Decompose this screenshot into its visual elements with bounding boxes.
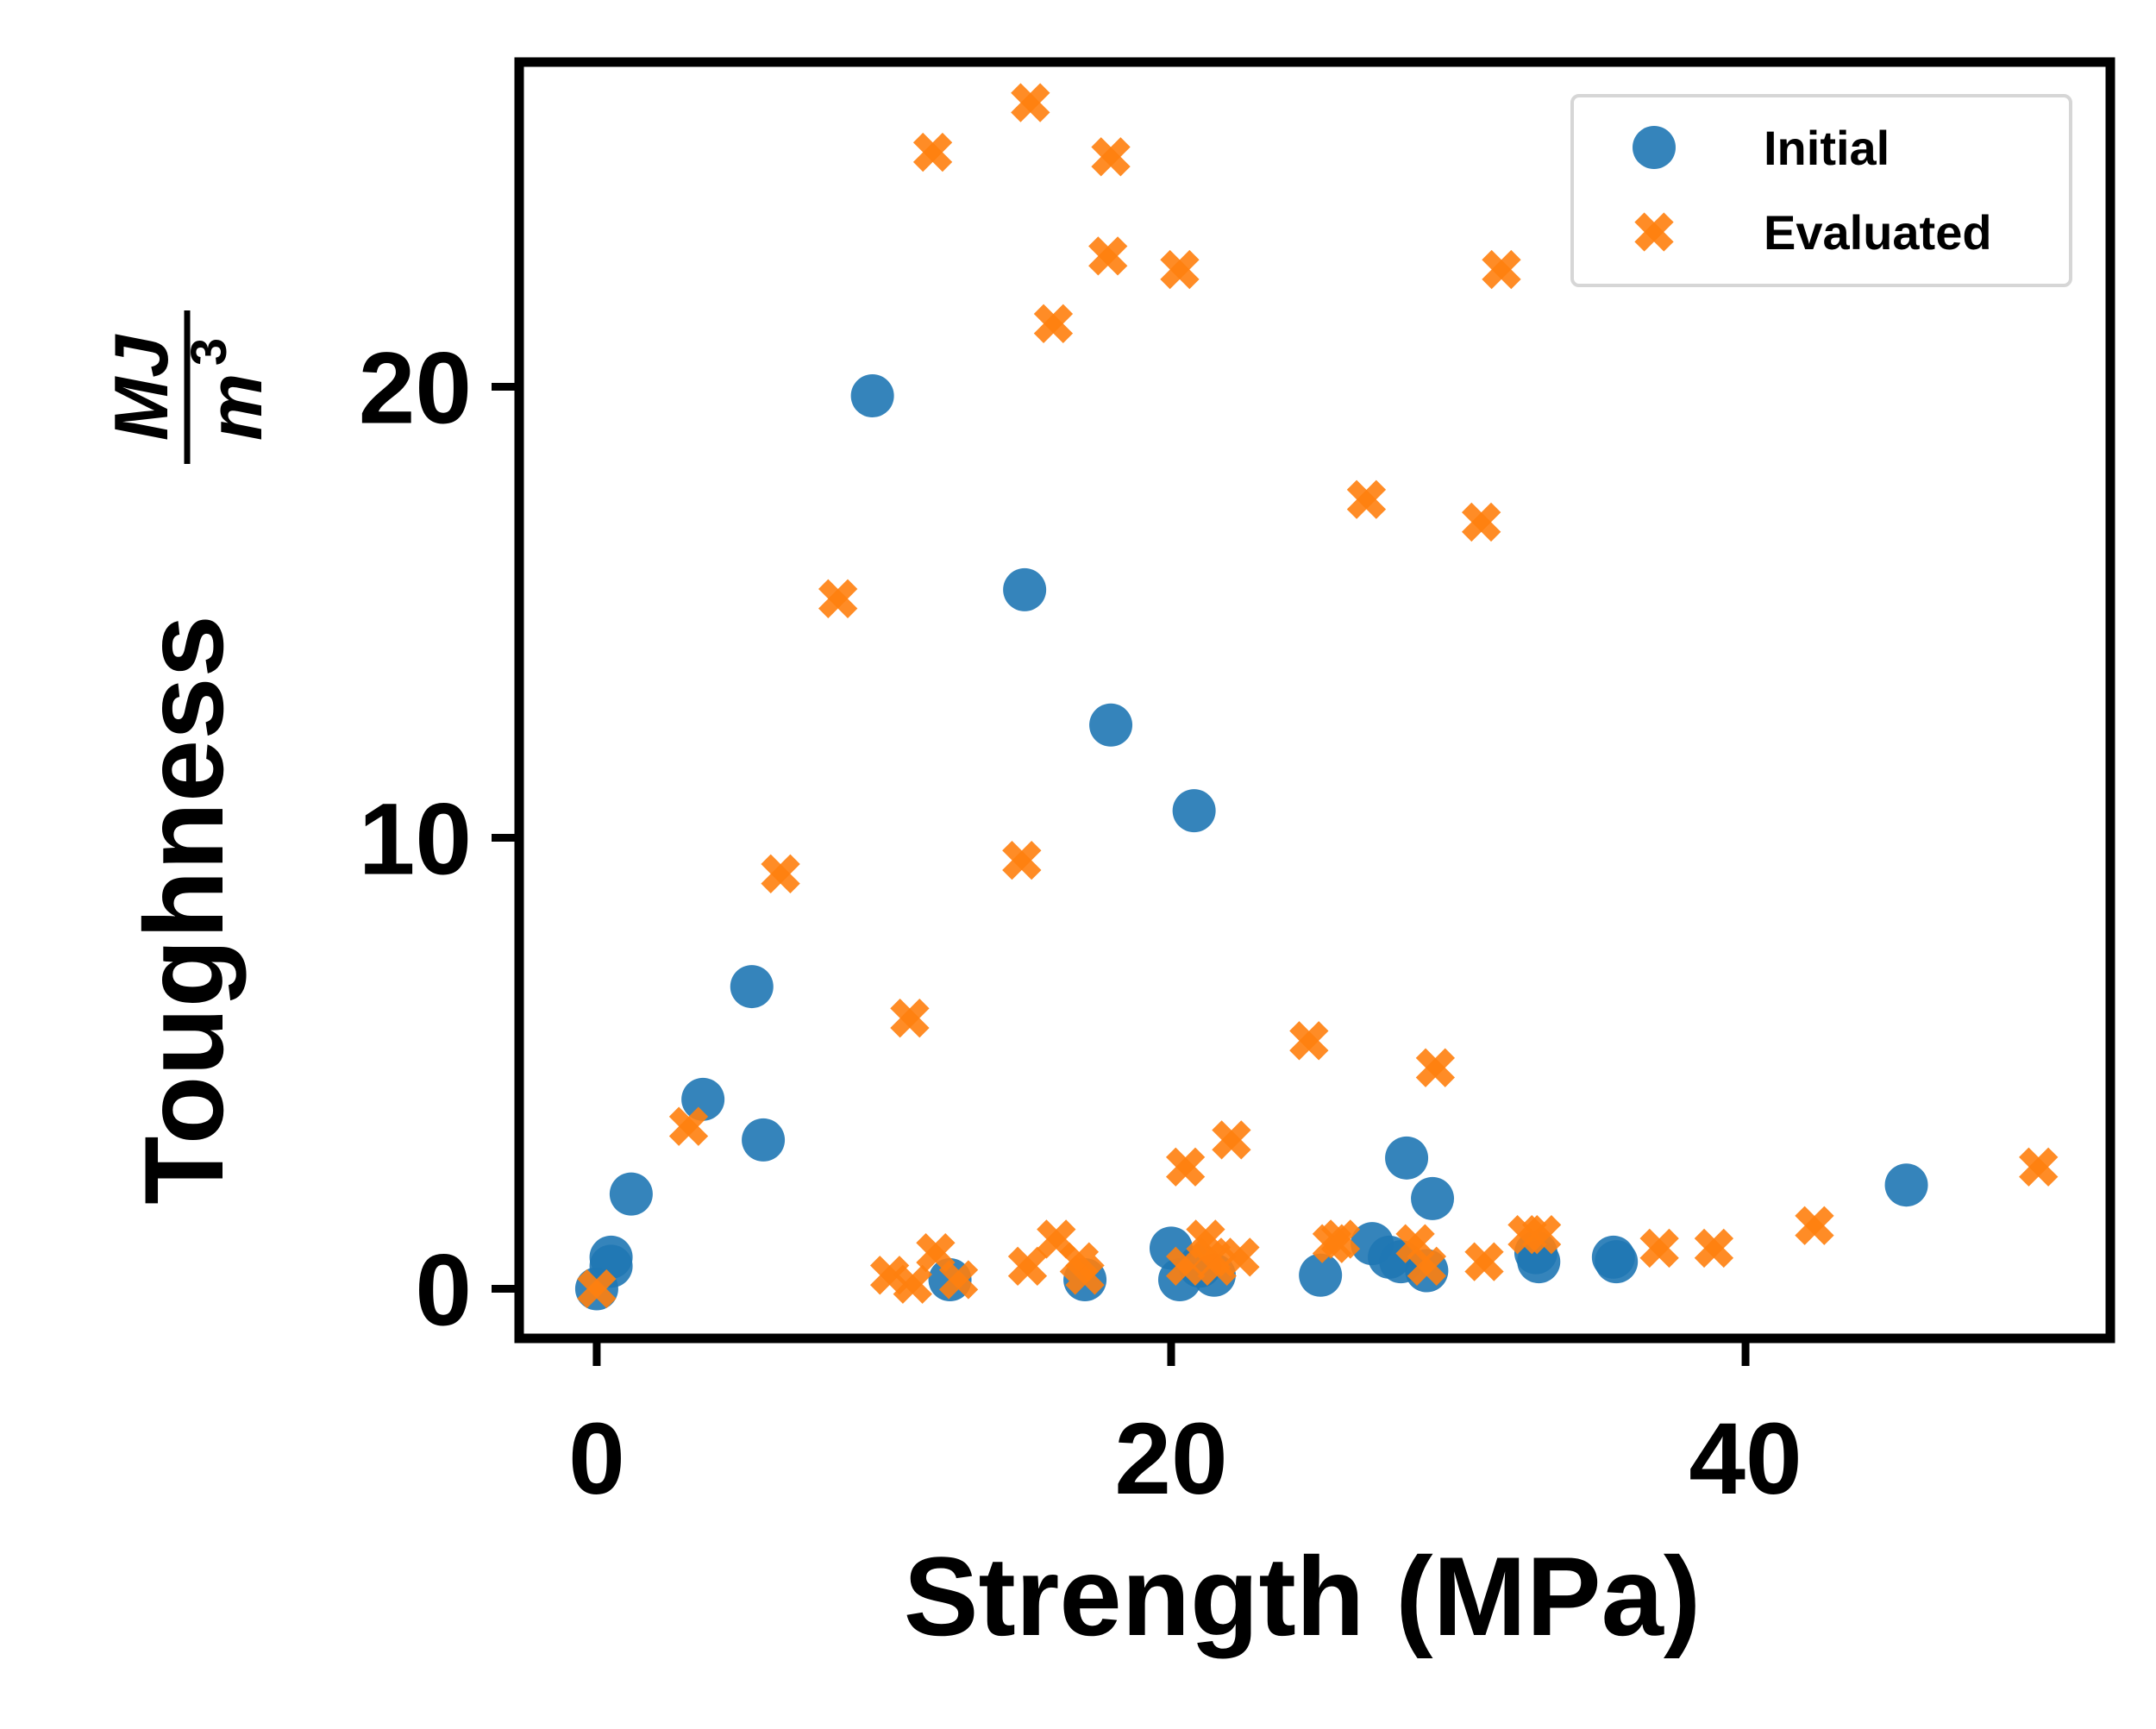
point-evaluated-29: [1320, 1219, 1361, 1259]
point-evaluated-7: [912, 132, 953, 172]
y-axis-title-text: Toughness: [121, 615, 247, 1205]
point-evaluated-38: [1521, 1215, 1562, 1255]
point-evaluated-0: [577, 1269, 617, 1309]
point-evaluated-10: [1002, 840, 1042, 880]
point-evaluated-6: [893, 1264, 932, 1304]
point-evaluated-20: [1165, 1147, 1206, 1187]
point-evaluated-5: [890, 999, 930, 1038]
point-initial-4: [681, 1077, 725, 1121]
point-evaluated-34: [1462, 502, 1501, 542]
series-initial: [574, 373, 1928, 1311]
point-initial-21: [1385, 1136, 1429, 1180]
point-initial-9: [1003, 567, 1047, 611]
x-tick-label: 20: [1114, 1402, 1227, 1516]
point-initial-23: [1411, 1176, 1455, 1220]
point-evaluated-11: [1007, 1246, 1048, 1286]
y-axis-unit-denominator: m: [192, 373, 278, 441]
point-evaluated-13: [1033, 304, 1074, 343]
point-initial-28: [1884, 1163, 1928, 1207]
x-axis-title: Strength (MPa): [904, 1533, 1701, 1659]
point-evaluated-2: [761, 854, 800, 893]
point-initial-27: [1595, 1240, 1639, 1284]
y-axis-unit-exponent: 3: [181, 338, 237, 366]
point-evaluated-31: [1395, 1224, 1435, 1263]
point-initial-14: [1172, 789, 1216, 833]
point-evaluated-36: [1482, 249, 1521, 290]
point-evaluated-4: [869, 1256, 910, 1295]
point-initial-11: [1089, 703, 1133, 747]
point-evaluated-40: [1694, 1228, 1734, 1269]
point-initial-3: [609, 1172, 653, 1216]
point-evaluated-26: [1220, 1237, 1260, 1277]
x-tick-label: 40: [1689, 1402, 1802, 1516]
point-evaluated-27: [1289, 1021, 1329, 1061]
point-evaluated-8: [916, 1232, 956, 1273]
x-tick-label: 0: [568, 1402, 625, 1516]
point-evaluated-32: [1407, 1246, 1447, 1286]
point-evaluated-12: [1011, 83, 1050, 122]
plot-frame: [514, 57, 2115, 1344]
series-evaluated: [577, 83, 2059, 1309]
point-evaluated-18: [1091, 137, 1131, 177]
point-initial-17: [1299, 1253, 1343, 1297]
point-initial-7: [850, 373, 894, 417]
point-evaluated-39: [1639, 1228, 1679, 1269]
point-evaluated-41: [1795, 1206, 1834, 1245]
point-evaluated-3: [818, 579, 858, 618]
y-axis-unit-numerator: MJ: [98, 334, 184, 441]
point-evaluated-35: [1464, 1242, 1504, 1281]
y-axis-title: Toughness MJ m 3: [98, 310, 278, 1205]
legend-label-initial: Initial: [1764, 121, 1890, 175]
point-evaluated-1: [668, 1106, 709, 1146]
point-evaluated-19: [1160, 249, 1200, 290]
point-evaluated-42: [2019, 1147, 2059, 1187]
point-evaluated-9: [938, 1260, 979, 1300]
point-evaluated-30: [1346, 479, 1387, 519]
point-evaluated-24: [1197, 1246, 1237, 1286]
legend-box: [1570, 94, 2072, 287]
point-evaluated-33: [1415, 1048, 1456, 1087]
point-initial-6: [742, 1118, 786, 1162]
axis-ticks: 0 20 40 0 10 20: [359, 332, 1802, 1516]
point-evaluated-16: [1065, 1256, 1105, 1295]
legend-marker-initial: [1633, 126, 1676, 169]
point-initial-5: [730, 965, 774, 1009]
y-tick-label: 20: [359, 332, 472, 446]
data-marks: [574, 83, 2059, 1311]
point-evaluated-25: [1212, 1120, 1251, 1160]
legend: Initial Evaluated: [1570, 94, 2072, 287]
legend-marker-evaluated: [1634, 212, 1674, 252]
y-tick-label: 10: [359, 783, 472, 897]
legend-label-evaluated: Evaluated: [1764, 205, 1992, 260]
y-tick-label: 0: [415, 1233, 472, 1347]
point-evaluated-17: [1088, 236, 1128, 276]
